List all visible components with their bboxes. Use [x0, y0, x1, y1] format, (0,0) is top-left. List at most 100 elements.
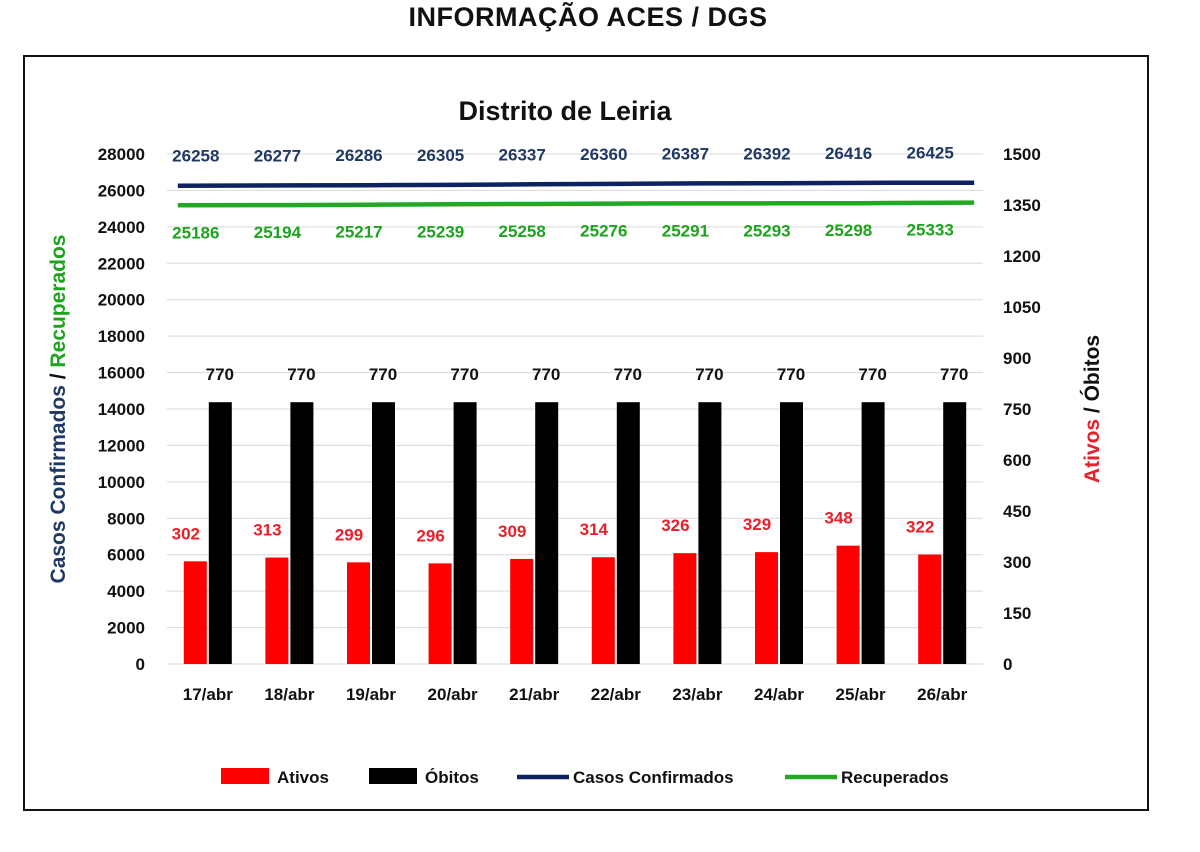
- bar-ativos: [265, 557, 289, 664]
- data-label-ativos: 299: [335, 525, 363, 544]
- line-casos-confirmados-data-label: 26277: [254, 146, 301, 165]
- lines: [177, 180, 975, 208]
- left-axis-tick-label: 16000: [98, 364, 145, 383]
- right-axis-tick-label: 450: [1003, 502, 1031, 521]
- data-label-obitos: 770: [777, 365, 805, 384]
- bar-obitos: [861, 402, 885, 664]
- x-axis-tick-label: 21/abr: [509, 685, 559, 704]
- left-axis-tick-label: 14000: [98, 400, 145, 419]
- data-label-ativos: 348: [824, 509, 852, 528]
- bar-obitos: [290, 402, 314, 664]
- bar-ativos: [510, 558, 534, 664]
- legend[interactable]: Ativos Óbitos Casos Confirmados Recuperados: [221, 768, 949, 787]
- line-casos-confirmados-data-label: 26387: [662, 144, 709, 163]
- data-label-ativos: 313: [253, 521, 281, 540]
- right-axis-tick-label: 1500: [1003, 145, 1041, 164]
- line-recuperados-data-label: 25186: [172, 223, 219, 242]
- left-axis-tick-label: 8000: [107, 509, 145, 528]
- legend-item-casos-confirmados[interactable]: Casos Confirmados: [517, 768, 734, 787]
- right-axis-tick-label: 300: [1003, 553, 1031, 572]
- bar-ativos: [347, 562, 370, 664]
- data-label-ativos: 326: [661, 516, 689, 535]
- data-label-obitos: 770: [450, 365, 478, 384]
- data-label-obitos: 770: [940, 365, 968, 384]
- x-axis-tick-label: 23/abr: [672, 685, 722, 704]
- legend-item-recuperados[interactable]: Recuperados: [785, 768, 949, 787]
- data-label-ativos: 329: [743, 515, 771, 534]
- data-label-ativos: 296: [416, 526, 444, 545]
- data-labels: 302 770 313 770 299 770 296 770 309 770 314 770 326 7…: [172, 144, 969, 546]
- x-axis-tick-label: 25/abr: [836, 685, 886, 704]
- right-axis-tick-label: 600: [1003, 451, 1031, 470]
- right-axis-tick-label: 150: [1003, 604, 1031, 623]
- axes: 0200040006000800010000120001400016000180…: [47, 145, 1104, 704]
- line-recuperados: [177, 200, 975, 208]
- line-recuperados-data-label: 25194: [254, 223, 302, 242]
- line-recuperados-data-label: 25276: [580, 222, 627, 241]
- left-axis-tick-label: 20000: [98, 291, 145, 310]
- legend-item-obitos[interactable]: Óbitos: [369, 768, 479, 787]
- bar-obitos: [453, 402, 477, 664]
- line-casos-confirmados-data-label: 26286: [335, 146, 382, 165]
- bar-obitos: [943, 402, 967, 664]
- data-label-obitos: 770: [532, 365, 560, 384]
- bar-ativos: [183, 561, 207, 664]
- legend-swatch: [221, 768, 269, 784]
- legend-swatch: [369, 768, 417, 784]
- legend-label: Óbitos: [425, 768, 479, 787]
- left-axis-tick-label: 24000: [98, 218, 145, 237]
- right-axis-title-separator: /: [1081, 401, 1104, 419]
- left-axis-tick-label: 6000: [107, 546, 145, 565]
- data-label-obitos: 770: [614, 365, 642, 384]
- right-axis-title: Ativos / Óbitos: [1080, 335, 1104, 483]
- left-axis-tick-label: 12000: [98, 436, 145, 455]
- data-label-obitos: 770: [369, 365, 397, 384]
- legend-label: Casos Confirmados: [573, 768, 734, 787]
- line-casos-confirmados-data-label: 26360: [580, 145, 627, 164]
- bar-obitos: [535, 402, 559, 664]
- chart-frame: 302 770 313 770 299 770 296 770 309 770 314 770 326 7…: [23, 55, 1149, 811]
- legend-item-ativos[interactable]: Ativos: [221, 768, 329, 787]
- chart-title: Distrito de Leiria: [458, 96, 672, 126]
- data-label-ativos: 302: [172, 524, 200, 543]
- data-label-obitos: 770: [206, 365, 234, 384]
- right-axis-tick-label: 750: [1003, 400, 1031, 419]
- bar-ativos: [428, 563, 452, 664]
- right-axis-tick-label: 1050: [1003, 298, 1041, 317]
- right-axis-tick-label: 1350: [1003, 196, 1041, 215]
- data-label-ativos: 314: [580, 520, 609, 539]
- legend-label: Ativos: [277, 768, 329, 787]
- data-label-ativos: 309: [498, 522, 526, 541]
- x-axis-tick-label: 22/abr: [591, 685, 641, 704]
- right-axis-tick-label: 0: [1003, 655, 1012, 674]
- bar-obitos: [208, 402, 232, 664]
- left-axis-title-separator: /: [47, 368, 70, 386]
- left-axis-title-part2: Recuperados: [47, 235, 70, 368]
- x-axis-tick-label: 20/abr: [428, 685, 478, 704]
- line-casos-confirmados-data-label: 26416: [825, 144, 872, 163]
- bar-obitos: [780, 402, 803, 664]
- left-axis-tick-label: 0: [136, 655, 145, 674]
- x-axis-tick-label: 19/abr: [346, 685, 396, 704]
- x-axis-tick-label: 17/abr: [183, 685, 233, 704]
- data-label-ativos: 322: [906, 518, 934, 537]
- right-axis-tick-label: 1200: [1003, 247, 1041, 266]
- left-axis-title-part1: Casos Confirmados: [47, 385, 70, 583]
- right-axis-tick-label: 900: [1003, 349, 1031, 368]
- left-axis-tick-label: 10000: [98, 473, 145, 492]
- bar-ativos: [836, 545, 860, 664]
- bar-obitos: [698, 402, 722, 664]
- line-casos-confirmados: [177, 180, 975, 188]
- left-axis-tick-label: 28000: [98, 145, 145, 164]
- bar-ativos: [918, 554, 942, 664]
- left-axis-tick-label: 26000: [98, 181, 145, 200]
- data-label-obitos: 770: [858, 365, 886, 384]
- line-recuperados-data-label: 25217: [335, 223, 382, 242]
- line-recuperados-data-label: 25333: [907, 221, 954, 240]
- bar-obitos: [372, 402, 395, 664]
- line-recuperados-data-label: 25239: [417, 222, 464, 241]
- line-casos-confirmados-data-label: 26425: [907, 144, 954, 163]
- left-axis-title: Casos Confirmados / Recuperados: [47, 235, 70, 584]
- chart: 302 770 313 770 299 770 296 770 309 770 314 770 326 7…: [47, 96, 1104, 787]
- bars: [183, 402, 967, 664]
